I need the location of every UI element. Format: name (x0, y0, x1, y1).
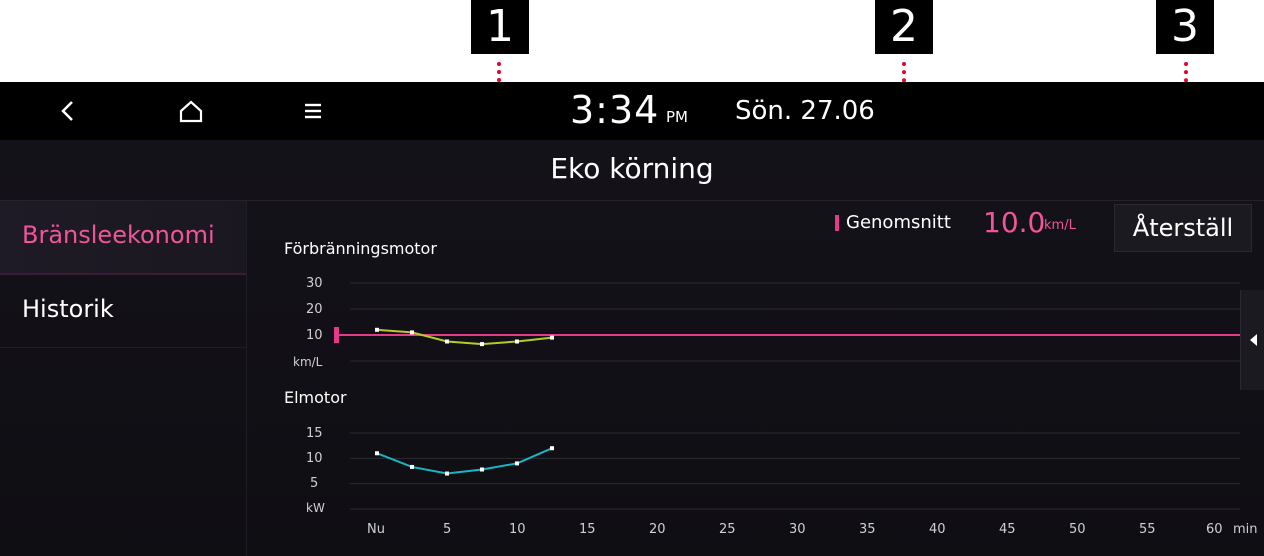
x-tick-label: 45 (999, 522, 1016, 537)
x-tick-label: 50 (1069, 522, 1086, 537)
callout-3: 3 (1156, 0, 1214, 54)
back-icon[interactable] (52, 95, 84, 127)
x-tick-label: 30 (789, 522, 806, 537)
callout-2: 2 (875, 0, 933, 54)
data-point (445, 339, 449, 344)
electric-chart-title: Elmotor (284, 388, 347, 407)
title-bar: Eko körning (0, 140, 1264, 201)
sidebar-item-history[interactable]: Historik (0, 275, 246, 348)
data-point (550, 446, 554, 451)
data-point (375, 327, 379, 332)
electric-series-line (376, 447, 553, 475)
y-axis-unit: kW (306, 501, 325, 515)
average-line-marker (334, 327, 339, 343)
data-point (480, 467, 484, 472)
x-tick-label: 10 (509, 522, 526, 537)
status-date: Sön. 27.06 (735, 96, 875, 126)
x-tick-label: 40 (929, 522, 946, 537)
data-point (410, 330, 414, 335)
data-point (480, 342, 484, 347)
screen: 3:34 PM Sön. 27.06 Eko körning Bränsleek… (0, 82, 1264, 556)
menu-icon[interactable] (297, 95, 329, 127)
x-tick-label: 15 (579, 522, 596, 537)
x-tick-label: 35 (859, 522, 876, 537)
y-tick-label: 10 (306, 451, 323, 466)
home-icon[interactable] (175, 95, 207, 127)
chevron-left-icon (1250, 334, 1257, 346)
sidebar-item-label: Bränsleekonomi (22, 221, 215, 249)
y-tick-label: 20 (306, 302, 323, 317)
x-tick-label: 60 (1206, 522, 1223, 537)
x-axis-unit: min (1233, 522, 1258, 537)
average-unit: km/L (1044, 218, 1076, 233)
data-point (550, 335, 554, 340)
combustion-chart-title: Förbränningsmotor (284, 239, 437, 258)
page-title: Eko körning (550, 152, 714, 185)
sidebar-item-fuel-economy[interactable]: Bränsleekonomi (0, 201, 246, 275)
x-tick-label: 5 (443, 522, 452, 537)
x-tick-label: 55 (1139, 522, 1156, 537)
average-indicator (835, 215, 839, 231)
y-axis-unit: km/L (293, 355, 323, 369)
data-point (375, 451, 379, 456)
data-point (410, 464, 414, 469)
x-tick-label: Nu (367, 522, 385, 537)
data-point (515, 339, 519, 344)
status-bar: 3:34 PM Sön. 27.06 (0, 82, 1264, 140)
y-tick-label: 30 (306, 276, 323, 291)
average-value: 10.0 (983, 206, 1046, 239)
x-tick-label: 25 (719, 522, 736, 537)
y-tick-label: 15 (306, 426, 323, 441)
sidebar-item-label: Historik (22, 295, 114, 323)
y-tick-label: 5 (310, 476, 319, 491)
average-label: Genomsnitt (846, 212, 951, 233)
combustion-series-line (376, 328, 553, 346)
y-tick-label: 10 (306, 328, 323, 343)
charts-canvas (334, 282, 1264, 510)
x-tick-label: 20 (649, 522, 666, 537)
clock-ampm: PM (666, 108, 688, 126)
panel-expand-handle[interactable] (1240, 290, 1264, 390)
data-point (515, 461, 519, 466)
callout-1: 1 (471, 0, 529, 54)
data-point (445, 471, 449, 476)
sidebar: Bränsleekonomi Historik (0, 201, 247, 556)
clock-time: 3:34 (570, 88, 660, 132)
reset-button[interactable]: Återställ (1114, 204, 1252, 252)
